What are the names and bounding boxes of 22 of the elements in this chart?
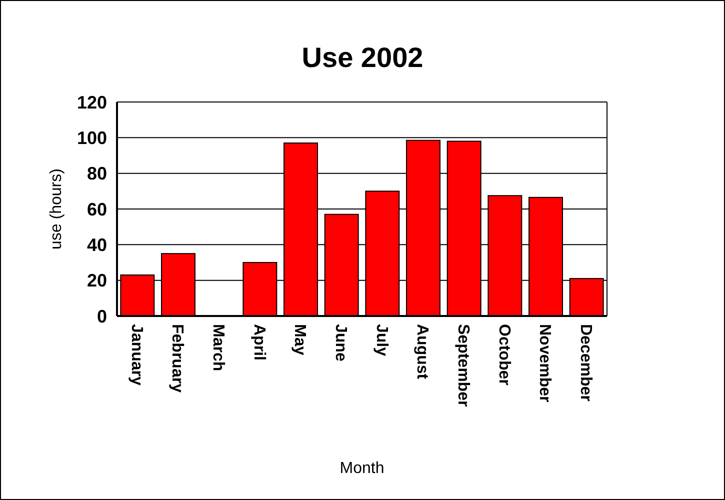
y-tick-label: 0 — [96, 306, 107, 326]
x-tick-label: August — [414, 324, 431, 380]
y-tick-label: 100 — [76, 128, 107, 148]
y-tick-label: 20 — [86, 270, 107, 291]
x-tick-label: December — [576, 324, 594, 402]
y-tick-label: 80 — [86, 164, 107, 184]
x-tick-label: April — [250, 324, 268, 360]
y-tick-label: 40 — [86, 234, 107, 255]
x-tick-label: March — [209, 324, 226, 372]
x-tick-label: June — [332, 324, 349, 362]
x-tick-label: November — [536, 324, 554, 402]
x-axis-title: Month — [340, 460, 384, 477]
x-tick-label: July — [372, 324, 390, 356]
chart-title: Use 2002 — [302, 42, 424, 73]
x-tick-label: February — [168, 324, 186, 393]
x-tick-label: September — [454, 324, 472, 407]
x-tick-label: May — [291, 324, 308, 356]
x-tick-label: October — [495, 324, 512, 386]
y-axis-title: use (hours) — [48, 168, 65, 250]
x-tick-label: January — [128, 324, 145, 386]
y-tick-label: 120 — [76, 92, 107, 112]
y-tick-label: 60 — [86, 199, 107, 220]
